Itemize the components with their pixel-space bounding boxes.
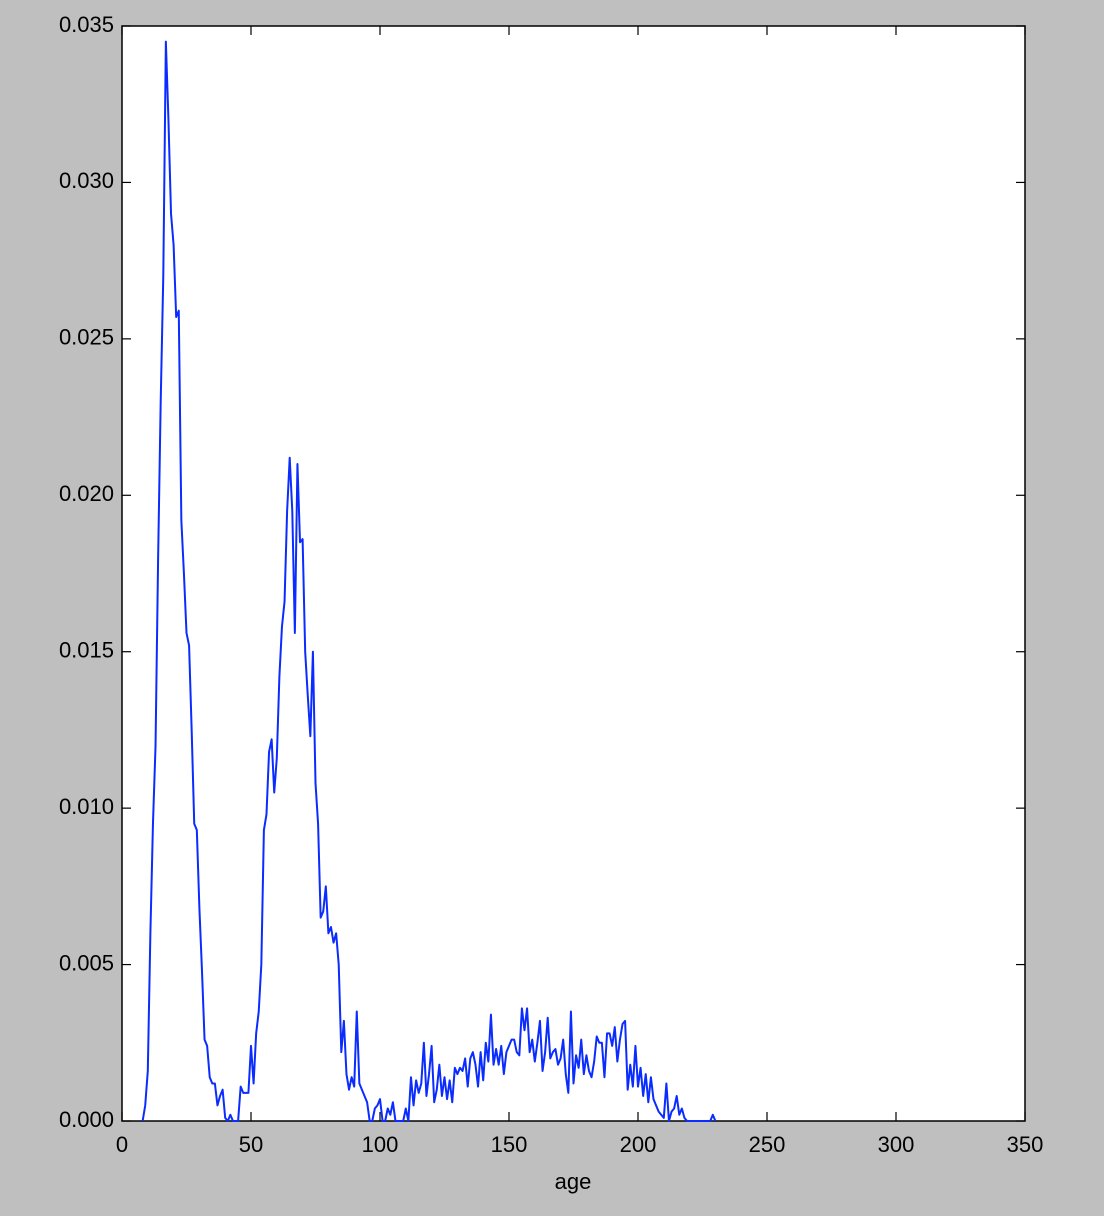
x-tick-label: 350 (1007, 1132, 1044, 1157)
y-tick-label: 0.010 (59, 794, 114, 819)
x-axis-label: age (555, 1169, 592, 1194)
plot-area (121, 25, 1026, 1122)
y-tick-label: 0.000 (59, 1107, 114, 1132)
x-tick-label: 100 (362, 1132, 399, 1157)
x-tick-label: 0 (116, 1132, 128, 1157)
y-tick-label: 0.020 (59, 481, 114, 506)
y-tick-label: 0.015 (59, 638, 114, 663)
x-tick-label: 300 (878, 1132, 915, 1157)
x-tick-label: 50 (239, 1132, 263, 1157)
y-tick-label: 0.005 (59, 950, 114, 975)
data-line (141, 40, 717, 1122)
x-tick-label: 150 (491, 1132, 528, 1157)
x-tick-label: 250 (749, 1132, 786, 1157)
y-tick-label: 0.030 (59, 168, 114, 193)
x-tick-label: 200 (620, 1132, 657, 1157)
y-tick-label: 0.035 (59, 12, 114, 37)
y-tick-label: 0.025 (59, 325, 114, 350)
